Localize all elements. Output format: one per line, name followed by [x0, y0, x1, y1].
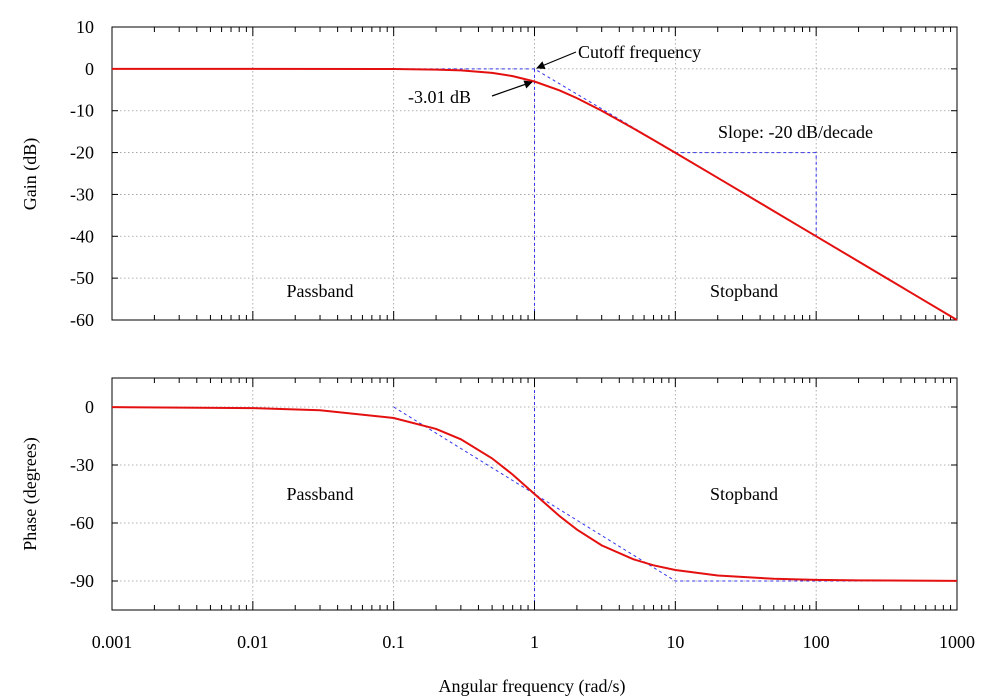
gain-passband-label: Passband [287, 281, 354, 301]
x-tick-label: 0.001 [92, 632, 133, 652]
cutoff-frequency-label: Cutoff frequency [578, 42, 701, 62]
gain-stopband-label: Stopband [710, 281, 778, 301]
gain-y-tick-labels: 10 0 -10 -20 -30 -40 -50 -60 [70, 17, 94, 330]
x-tick-label: 10 [666, 632, 684, 652]
phase-minor-ticks [111, 378, 957, 610]
phase-stopband-label: Stopband [710, 484, 778, 504]
phase-panel: 0 -30 -60 -90 0.001 0.01 0.1 1 10 100 1000 Phase … [20, 377, 975, 697]
x-tick-labels: 0.001 0.01 0.1 1 10 100 1000 [92, 632, 975, 652]
gain-y-axis-label: Gain (dB) [20, 138, 41, 210]
y-tick-label: -90 [70, 571, 94, 591]
gain-plot-frame [111, 26, 958, 321]
phase-gridlines [112, 378, 957, 610]
phase-passband-label: Passband [287, 484, 354, 504]
x-axis-label: Angular frequency (rad/s) [439, 676, 626, 697]
gain-gridlines [112, 27, 957, 320]
phase-plot-frame [111, 377, 958, 611]
phase-response-curve [111, 406, 958, 582]
phase-y-tick-labels: 0 -30 -60 -90 [70, 397, 94, 591]
phase-y-axis-label: Phase (degrees) [20, 437, 41, 550]
y-tick-label: -30 [70, 455, 94, 475]
y-tick-label: -40 [70, 226, 94, 246]
x-tick-label: 1 [530, 632, 539, 652]
x-tick-label: 0.1 [382, 632, 405, 652]
x-tick-label: 100 [803, 632, 830, 652]
y-tick-label: -10 [70, 101, 94, 121]
y-tick-label: 0 [85, 59, 94, 79]
y-tick-label: -60 [70, 310, 94, 330]
gain-slope-guide [675, 152, 817, 237]
cutoff-frequency-arrow [536, 51, 577, 70]
gain-magnitude-curve [112, 67, 958, 321]
y-tick-label: -50 [70, 268, 94, 288]
x-tick-label: 0.01 [237, 632, 269, 652]
y-tick-label: 10 [76, 17, 94, 37]
y-tick-label: -20 [70, 143, 94, 163]
x-tick-label: 1000 [939, 632, 975, 652]
gain-panel: 10 0 -10 -20 -30 -40 -50 -60 Gain (dB) Cutoff f… [20, 17, 958, 330]
y-tick-label: 0 [85, 397, 94, 417]
minus-3db-arrow [491, 80, 533, 97]
minus-3db-label: -3.01 dB [408, 87, 471, 107]
slope-label: Slope: -20 dB/decade [718, 122, 873, 142]
y-tick-label: -30 [70, 184, 94, 204]
y-tick-label: -60 [70, 513, 94, 533]
